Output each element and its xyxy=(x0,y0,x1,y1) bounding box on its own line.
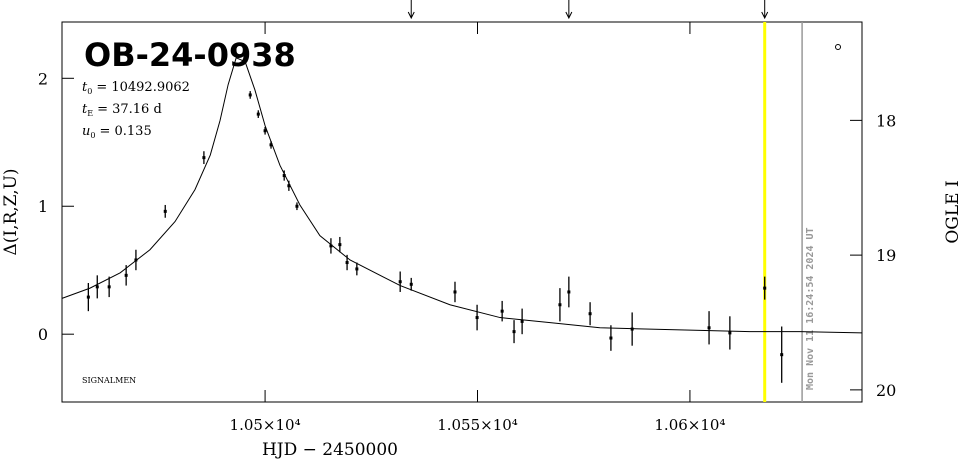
data-point xyxy=(338,243,342,247)
x-axis-label: HJD − 2450000 xyxy=(262,440,398,459)
data-point xyxy=(86,295,90,299)
data-point xyxy=(107,285,111,289)
y-axis-label: Δ(I,R,Z,U) xyxy=(1,168,21,255)
data-point xyxy=(630,327,634,331)
data-point xyxy=(398,280,402,284)
y-tick-label: 0 xyxy=(38,325,48,344)
data-point xyxy=(287,184,291,188)
data-point xyxy=(202,156,206,160)
y2-tick-label: 20 xyxy=(876,381,896,400)
data-point xyxy=(409,282,413,286)
timestamp: Mon Nov 11 16:24:54 2024 UT xyxy=(805,227,816,390)
arrow xyxy=(761,0,769,20)
data-point xyxy=(475,316,479,320)
chart-title: OB-24-0938 xyxy=(84,36,296,74)
parameter-symbol: t xyxy=(82,102,88,117)
parameter: t0 = 10492.9062 xyxy=(82,80,190,96)
y-tick-label: 1 xyxy=(38,197,48,216)
y-tick-label: 2 xyxy=(38,69,48,88)
note: SIGNALMEN xyxy=(82,376,136,385)
y2-tick-label: 19 xyxy=(876,246,896,265)
parameter-subscript: 0 xyxy=(90,131,95,140)
data-point xyxy=(588,312,592,316)
model-curve xyxy=(61,57,863,334)
data-point xyxy=(728,331,732,335)
data-point xyxy=(163,209,167,213)
data-point xyxy=(248,93,252,97)
parameter-value: = 37.16 d xyxy=(97,102,162,117)
data-point xyxy=(95,285,99,289)
parameter-subscript: 0 xyxy=(87,87,92,96)
data-point xyxy=(567,290,571,294)
arrow xyxy=(407,0,415,20)
data-point xyxy=(282,174,286,178)
parameter: u0 = 0.135 xyxy=(82,124,152,140)
data-point xyxy=(263,129,267,133)
data-point xyxy=(707,326,711,330)
x-tick-label: 1.05×10⁴ xyxy=(230,416,301,434)
plot-frame xyxy=(61,21,863,403)
y2-tick-label: 18 xyxy=(876,111,896,130)
data-point xyxy=(329,244,333,248)
x-tick-label: 1.055×10⁴ xyxy=(437,416,518,434)
data-point xyxy=(269,143,273,147)
data-point xyxy=(609,336,613,340)
parameter: tE = 37.16 d xyxy=(82,102,162,118)
data-point xyxy=(295,204,299,208)
arrow xyxy=(565,0,573,20)
data-point xyxy=(763,286,767,290)
data-point xyxy=(558,303,562,307)
data-point xyxy=(500,309,504,313)
data-point xyxy=(124,273,128,277)
parameter-value: = 0.135 xyxy=(99,124,151,139)
data-point xyxy=(256,112,260,116)
parameter-symbol: u xyxy=(82,124,90,139)
data-point xyxy=(780,353,784,357)
parameter-symbol: t xyxy=(82,80,88,95)
parameter-value: = 10492.9062 xyxy=(96,80,190,95)
data-point xyxy=(355,267,359,271)
data-point xyxy=(512,330,516,334)
data-point xyxy=(134,258,138,262)
y2-axis-label: OGLE I xyxy=(943,180,963,243)
data-point xyxy=(345,261,349,265)
symbol-marker xyxy=(835,44,841,50)
data-point xyxy=(520,319,524,323)
x-tick-label: 1.06×10⁴ xyxy=(654,416,725,434)
data-point xyxy=(453,290,457,294)
parameter-subscript: E xyxy=(87,109,93,118)
